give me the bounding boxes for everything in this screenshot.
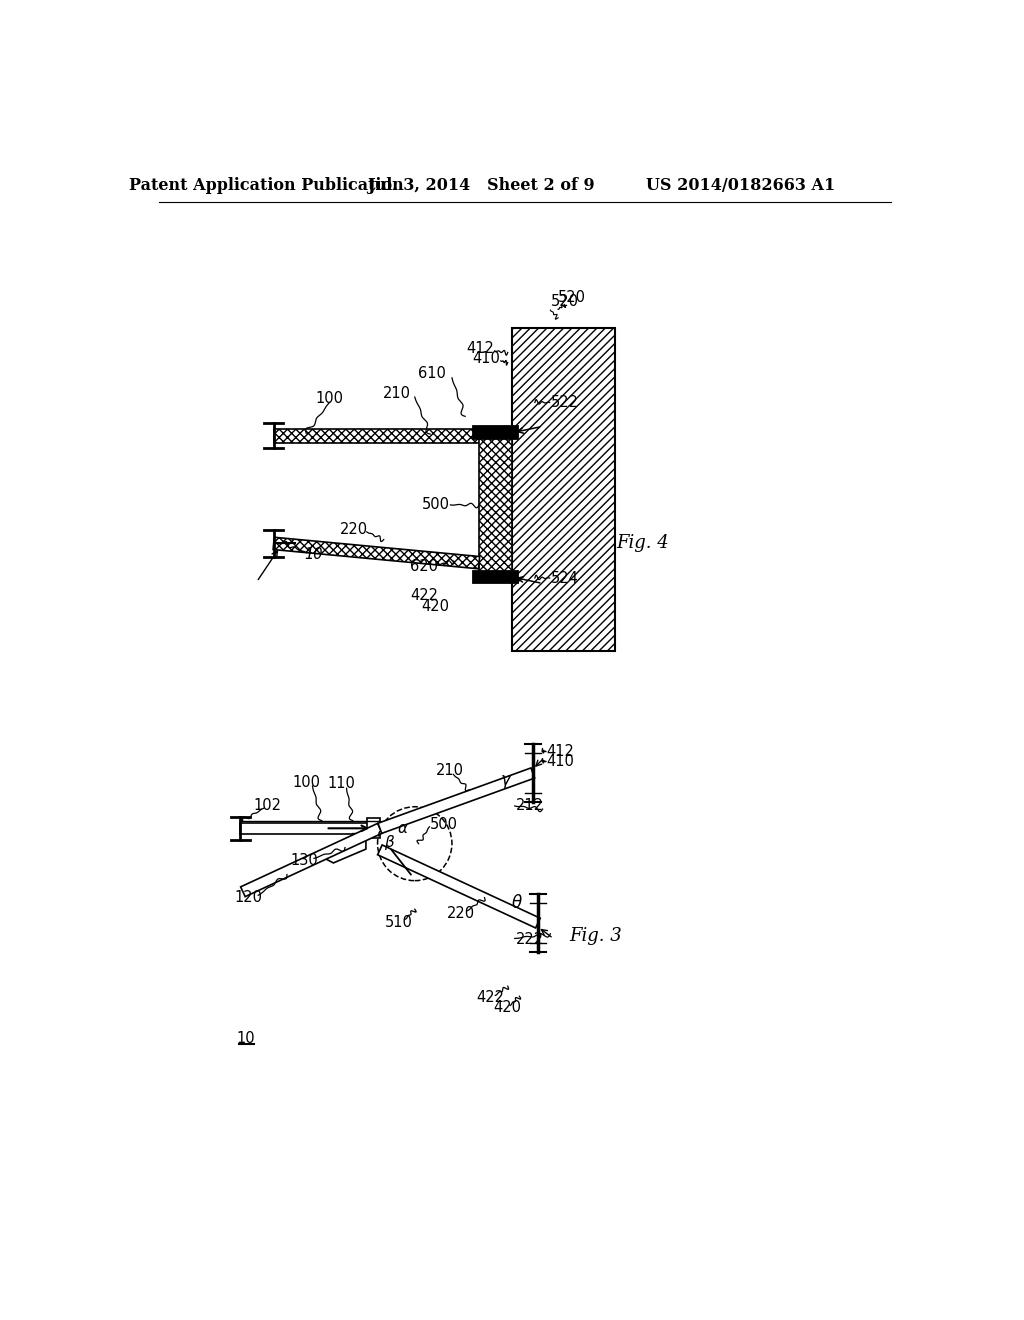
Text: 100: 100 <box>315 391 343 407</box>
Text: $\beta$: $\beta$ <box>384 833 395 851</box>
Text: 10: 10 <box>237 1031 255 1045</box>
Text: $\gamma$: $\gamma$ <box>501 772 513 791</box>
Text: 524: 524 <box>550 570 579 586</box>
Text: 420: 420 <box>422 599 450 614</box>
Text: 220: 220 <box>340 521 369 537</box>
Text: 410: 410 <box>472 351 500 366</box>
Polygon shape <box>378 845 541 928</box>
Text: 520: 520 <box>550 293 579 309</box>
Text: 520: 520 <box>558 289 586 305</box>
Bar <box>241 822 380 834</box>
Text: 500: 500 <box>422 498 450 512</box>
Bar <box>368 818 380 838</box>
Text: Fig. 4: Fig. 4 <box>616 535 669 552</box>
Bar <box>473 426 518 438</box>
Bar <box>512 327 614 651</box>
Text: 510: 510 <box>385 915 414 929</box>
Text: 422: 422 <box>477 990 505 1006</box>
Text: 100: 100 <box>292 775 321 789</box>
Bar <box>273 429 512 442</box>
Bar <box>479 436 512 574</box>
Text: 410: 410 <box>547 754 574 770</box>
Text: 500: 500 <box>430 817 459 832</box>
Text: 610: 610 <box>418 367 445 381</box>
Text: 620: 620 <box>410 558 438 574</box>
Text: 110: 110 <box>328 776 355 791</box>
Bar <box>479 436 512 574</box>
Text: 412: 412 <box>547 744 574 759</box>
Bar <box>273 429 512 442</box>
Text: 420: 420 <box>494 1001 522 1015</box>
Text: Patent Application Publication: Patent Application Publication <box>129 177 403 194</box>
Text: Jul. 3, 2014   Sheet 2 of 9: Jul. 3, 2014 Sheet 2 of 9 <box>367 177 595 194</box>
Text: 210: 210 <box>435 763 464 777</box>
Bar <box>473 572 518 583</box>
Text: 220: 220 <box>447 906 475 920</box>
Text: 222: 222 <box>515 932 544 948</box>
Text: 412: 412 <box>466 341 494 356</box>
Text: 212: 212 <box>515 797 544 813</box>
Text: 210: 210 <box>383 385 411 401</box>
Text: $\theta$: $\theta$ <box>511 894 522 912</box>
Text: US 2014/0182663 A1: US 2014/0182663 A1 <box>645 177 835 194</box>
Polygon shape <box>273 537 479 569</box>
Polygon shape <box>378 768 535 833</box>
Bar <box>512 327 614 651</box>
Text: 102: 102 <box>254 797 282 813</box>
Text: 422: 422 <box>410 589 438 603</box>
Text: 522: 522 <box>550 395 579 411</box>
Text: $\alpha$: $\alpha$ <box>397 821 409 836</box>
Text: 120: 120 <box>234 890 262 906</box>
Text: Fig. 3: Fig. 3 <box>569 927 623 945</box>
Text: 10: 10 <box>305 548 324 562</box>
Polygon shape <box>241 824 382 896</box>
Polygon shape <box>322 834 366 863</box>
Text: 130: 130 <box>291 853 318 869</box>
